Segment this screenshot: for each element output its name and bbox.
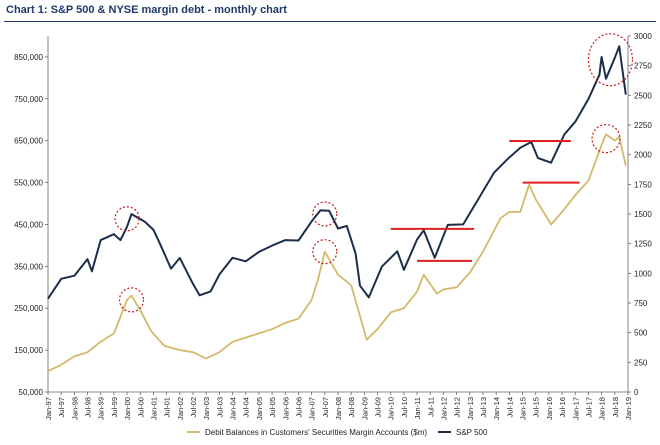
x-tick-label: Jan-09 (360, 397, 369, 420)
x-tick-label: Jul-01 (163, 397, 172, 417)
x-tick-label: Jan-00 (123, 397, 132, 420)
x-tick-label: Jan-01 (149, 397, 158, 420)
right-tick-label: 500 (634, 329, 648, 338)
x-tick-label: Jul-15 (532, 397, 541, 417)
series-layer (47, 45, 627, 372)
x-tick-label: Jul-02 (189, 397, 198, 417)
right-tick-label: 2250 (634, 121, 652, 130)
x-tick-label: Jan-13 (466, 397, 475, 420)
x-tick-label: Jul-09 (374, 397, 383, 417)
right-tick-label: 2750 (634, 62, 652, 71)
x-tick-label: Jan-12 (439, 397, 448, 420)
x-tick-label: Jul-00 (136, 397, 145, 417)
right-tick-label: 2000 (634, 151, 652, 160)
left-tick-label: 250,000 (14, 304, 43, 313)
x-tick-label: Jan-10 (387, 397, 396, 420)
left-tick-label: 150,000 (14, 346, 43, 355)
x-tick-label: Jan-03 (202, 397, 211, 420)
x-tick-label: Jul-17 (584, 397, 593, 417)
title-rule (4, 21, 656, 22)
highlight-circle (118, 287, 145, 313)
x-tick-label: Jul-11 (426, 397, 435, 417)
legend-label-sp500: S&P 500 (456, 428, 488, 437)
left-tick-label: 550,000 (14, 179, 43, 188)
highlight-circle (587, 33, 634, 87)
x-tick-label: Jan-18 (598, 397, 607, 420)
left-tick-label: 650,000 (14, 137, 43, 146)
plot-frame (47, 36, 629, 393)
right-tick-label: 2500 (634, 91, 652, 100)
x-tick-label: Jul-08 (347, 397, 356, 417)
x-tick-label: Jan-16 (545, 397, 554, 420)
right-axis: 0 250 500 750 1000 1250 1500 1750 2000 2250 2500 27… (628, 32, 652, 397)
x-tick-label: Jan-04 (229, 397, 238, 420)
x-tick-label: Jan-02 (176, 397, 185, 420)
right-tick-label: 1000 (634, 269, 652, 278)
right-tick-label: 1750 (634, 180, 652, 189)
x-tick-label: Jan-19 (624, 397, 633, 420)
x-tick-label: Jan-99 (97, 397, 106, 420)
x-tick-label: Jul-07 (321, 397, 330, 417)
highlight-circle (312, 239, 338, 265)
chart-title: Chart 1: S&P 500 & NYSE margin debt - mo… (6, 4, 287, 16)
x-tick-label: Jul-04 (242, 397, 251, 417)
x-tick-label: Jul-03 (215, 397, 224, 417)
x-tick-label: Jul-14 (505, 397, 514, 417)
x-tick-label: Jul-13 (479, 397, 488, 417)
right-tick-label: 0 (634, 388, 639, 397)
left-tick-label: 750,000 (14, 95, 43, 104)
x-tick-label: Jul-05 (268, 397, 277, 417)
x-tick-label: Jan-08 (334, 397, 343, 420)
right-tick-label: 1250 (634, 240, 652, 249)
x-tick-label: Jul-98 (84, 397, 93, 417)
x-tick-label: Jan-11 (413, 397, 422, 419)
x-tick-label: Jul-06 (294, 397, 303, 417)
highlight-circle (312, 201, 338, 227)
x-axis: Jan-97 Jul-97 Jan-98 Jul-98 Jan-99 Jul-99 Jan-… (44, 392, 633, 420)
series-sp500-line (47, 45, 627, 300)
left-tick-label: 350,000 (14, 262, 43, 271)
x-tick-label: Jan-06 (281, 397, 290, 420)
x-tick-label: Jan-98 (70, 397, 79, 420)
highlight-circle (591, 124, 621, 154)
x-tick-label: Jul-12 (453, 397, 462, 417)
x-tick-label: Jan-05 (255, 397, 264, 420)
x-tick-label: Jan-07 (308, 397, 317, 420)
series-margin-debt-line (47, 133, 627, 372)
left-axis: 50,000 150,000 250,000 350,000 450,000 550,00… (14, 53, 48, 397)
left-tick-label: 450,000 (14, 220, 43, 229)
x-tick-label: Jul-97 (57, 397, 66, 417)
x-tick-label: Jan-17 (571, 397, 580, 420)
x-tick-label: Jul-10 (400, 397, 409, 417)
right-tick-label: 750 (634, 299, 648, 308)
right-tick-label: 3000 (634, 32, 652, 41)
x-tick-label: Jul-99 (110, 397, 119, 417)
left-tick-label: 50,000 (19, 388, 44, 397)
right-tick-label: 1500 (634, 210, 652, 219)
x-tick-label: Jan-14 (492, 397, 501, 420)
legend-label-margin-debt: Debit Balances in Customers' Securities … (205, 428, 427, 437)
annotation-layer (114, 33, 634, 313)
right-tick-label: 250 (634, 358, 648, 367)
x-tick-label: Jan-15 (519, 397, 528, 420)
x-tick-label: Jan-97 (44, 397, 53, 420)
x-tick-label: Jul-16 (558, 397, 567, 417)
x-tick-label: Jul-18 (611, 397, 620, 417)
legend: Debit Balances in Customers' Securities … (187, 428, 488, 437)
highlight-circle (114, 206, 140, 232)
left-tick-label: 850,000 (14, 53, 43, 62)
